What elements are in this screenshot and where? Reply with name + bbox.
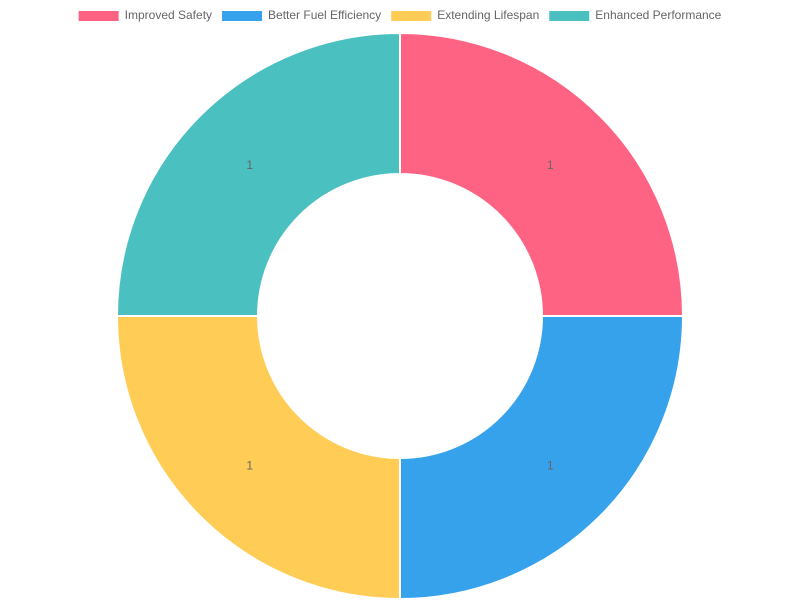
legend-swatch <box>549 11 590 21</box>
data-label: 1 <box>547 458 554 472</box>
doughnut-segment <box>115 31 401 317</box>
legend-swatch <box>78 11 119 21</box>
legend-label: Improved Safety <box>125 8 212 22</box>
legend: Improved Safety Better Fuel Efficiency Ext… <box>78 8 722 22</box>
data-label: 1 <box>547 158 554 172</box>
doughnut-segment <box>399 31 685 317</box>
legend-label: Enhanced Performance <box>595 8 721 22</box>
legend-swatch <box>391 11 432 21</box>
doughnut-segment <box>115 315 401 600</box>
doughnut-segment <box>399 315 685 600</box>
data-label: 1 <box>246 458 253 472</box>
legend-label: Better Fuel Efficiency <box>268 8 381 22</box>
legend-swatch <box>222 11 263 21</box>
data-label: 1 <box>246 158 253 172</box>
legend-label: Extending Lifespan <box>437 8 539 22</box>
